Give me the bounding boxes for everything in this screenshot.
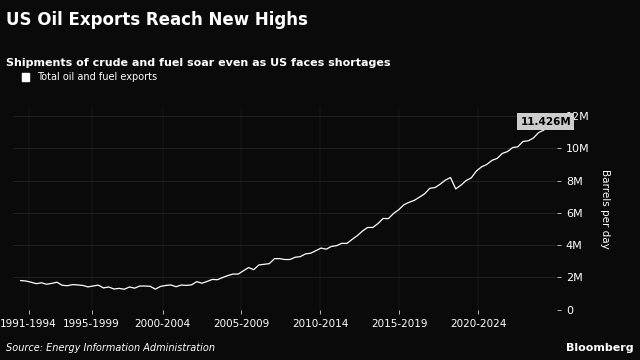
Text: Shipments of crude and fuel soar even as US faces shortages: Shipments of crude and fuel soar even as… xyxy=(6,58,391,68)
Text: Source: Energy Information Administration: Source: Energy Information Administratio… xyxy=(6,343,216,353)
Text: Bloomberg: Bloomberg xyxy=(566,343,634,353)
Y-axis label: Barrels per day: Barrels per day xyxy=(600,169,611,249)
Text: US Oil Exports Reach New Highs: US Oil Exports Reach New Highs xyxy=(6,11,308,29)
Legend: Total oil and fuel exports: Total oil and fuel exports xyxy=(18,68,161,86)
Text: 11.426M: 11.426M xyxy=(520,117,572,126)
